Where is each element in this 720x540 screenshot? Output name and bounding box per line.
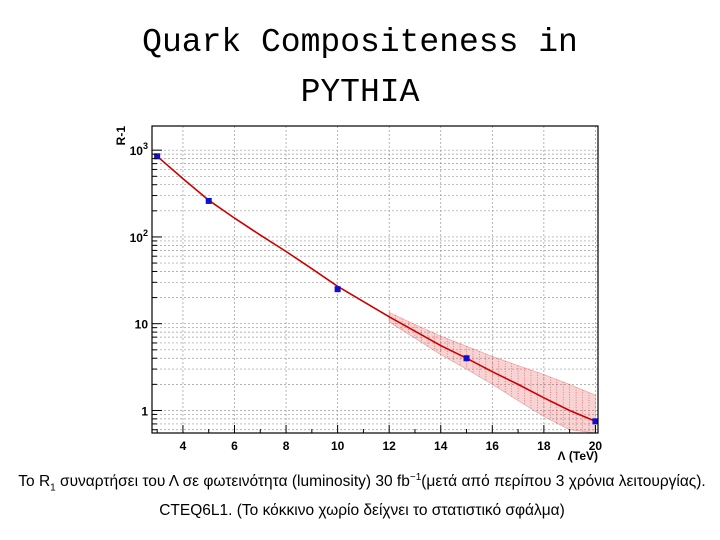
x-tick-label: 18 <box>537 439 551 453</box>
slide-title-line2: PYTHIA <box>300 74 420 111</box>
x-tick-label: 16 <box>486 439 500 453</box>
data-point <box>592 418 599 425</box>
plot-frame <box>151 125 599 434</box>
x-tick-label: 4 <box>180 439 187 453</box>
caption-part1: Το R <box>18 473 51 491</box>
x-axis-ticks: 4 6 8 10 12 14 16 18 20 <box>156 425 603 453</box>
x-tick-label: 8 <box>283 439 290 453</box>
slide-title-line1: Quark Compositeness in <box>142 24 578 61</box>
caption-part2: συναρτήσει του Λ σε φωτεινότητα (luminos… <box>55 473 410 491</box>
y-tick-label: 103 <box>130 141 148 158</box>
caption-sup: −1 <box>409 472 422 483</box>
y-axis-ticks: 1 10 102 103 <box>130 141 162 431</box>
x-tick-label: 14 <box>434 439 448 453</box>
x-tick-label: 20 <box>589 439 603 453</box>
data-points <box>154 153 599 425</box>
data-point <box>154 153 161 160</box>
figure-caption: Το R1 συναρτήσει του Λ σε φωτεινότητα (l… <box>12 466 712 522</box>
grid <box>152 126 598 433</box>
x-axis-title: Λ (TeV) <box>558 449 598 463</box>
fit-curve <box>156 155 596 423</box>
caption-part3: (μετά από περίπου 3 χρόνια λειτουργίας).… <box>159 473 706 520</box>
caption-sub: 1 <box>50 482 56 494</box>
data-point <box>334 286 341 293</box>
y-tick-label: 10 <box>135 318 149 332</box>
x-tick-label: 6 <box>231 439 238 453</box>
fit-curve-line <box>156 155 596 423</box>
x-tick-label: 12 <box>382 439 396 453</box>
data-point <box>463 355 470 362</box>
y-tick-label: 102 <box>130 228 148 245</box>
y-axis-title: R-1 <box>114 126 128 146</box>
data-point <box>205 197 212 204</box>
y-tick-label: 1 <box>141 404 148 418</box>
x-tick-label: 10 <box>331 439 345 453</box>
slide-title: Quark Compositeness in PYTHIA <box>0 18 720 118</box>
r1-vs-lambda-chart: 4 6 8 10 12 14 16 18 20 1 10 102 103 Λ (TeV) R-1 <box>114 125 603 463</box>
plot-background <box>152 126 598 433</box>
